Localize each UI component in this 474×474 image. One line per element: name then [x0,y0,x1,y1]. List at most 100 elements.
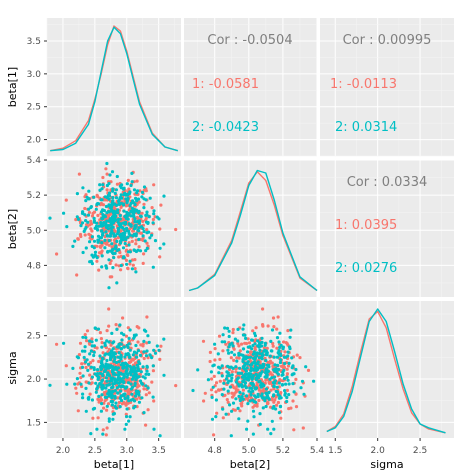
scatter-point-group1 [273,398,277,402]
scatter-point-group2 [75,355,79,359]
panel-beta1-beta1 [47,18,181,156]
scatter-point-group2 [229,379,233,383]
scatter-point-group1 [75,273,79,277]
scatter-point-group2 [218,366,222,370]
scatter-point-group1 [236,341,240,345]
scatter-point-group2 [263,341,267,345]
scatter-point-group2 [144,354,149,358]
scatter-point-group2 [243,363,247,367]
scatter-point-group2 [299,386,303,390]
scatter-point-group2 [127,399,131,403]
scatter-point-group2 [251,356,255,360]
cor-beta2-sigma-group1: 1: 0.0395 [335,218,397,233]
scatter-point-group1 [101,175,105,180]
scatter-point-group2 [111,252,115,256]
scatter-point-group2 [238,366,242,370]
scatter-point-group1 [159,344,163,348]
scatter-point-group2 [123,241,127,246]
scatter-point-group2 [137,229,141,233]
scatter-point-group2 [148,353,152,357]
scatter-point-group2 [84,336,88,340]
scatter-point-group2 [137,226,141,230]
scatter-point-group2 [104,352,108,356]
scatter-point-group2 [255,354,259,358]
scatter-point-group2 [280,383,284,387]
scatter-point-group2 [281,370,285,374]
scatter-point-group1 [121,316,125,320]
scatter-point-group2 [124,216,128,220]
scatter-point-group2 [100,387,104,391]
x-tick-label-beta2: 5.0 [242,446,257,456]
scatter-point-group2 [162,242,166,246]
scatter-point-group2 [111,247,115,251]
scatter-point-group2 [86,197,90,201]
scatter-point-group2 [90,235,94,239]
scatter-point-group2 [96,377,100,381]
scatter-point-group2 [112,234,116,238]
scatter-point-group2 [288,345,292,349]
scatter-point-group2 [105,379,109,383]
scatter-point-group2 [144,249,148,253]
scatter-point-group2 [105,196,109,200]
scatter-point-group2 [162,337,166,341]
scatter-point-group2 [132,336,136,340]
scatter-point-group2 [122,227,126,231]
scatter-point-group2 [130,171,134,175]
scatter-point-group1 [102,227,106,231]
scatter-point-group1 [174,384,178,388]
scatter-point-group1 [134,238,138,242]
scatter-point-group2 [251,409,256,413]
scatter-point-group1 [285,388,289,392]
scatter-point-group2 [254,368,259,372]
scatter-point-group2 [260,395,264,399]
scatter-point-group1 [230,391,234,395]
scatter-point-group2 [126,345,130,349]
scatter-point-group2 [142,350,146,354]
scatter-point-group2 [110,230,114,234]
scatter-point-group1 [126,388,130,392]
scatter-point-group1 [108,261,112,266]
scatter-point-group2 [145,369,149,373]
scatter-point-group2 [105,219,109,223]
scatter-point-group1 [224,342,228,346]
scatter-point-group1 [234,370,238,374]
scatter-point-group2 [104,204,108,209]
scatter-point-group2 [234,365,238,369]
scatter-point-group2 [130,180,134,184]
scatter-point-group2 [144,213,148,217]
scatter-point-group2 [214,415,218,419]
scatter-point-group2 [111,382,115,386]
scatter-point-group2 [125,415,129,419]
scatter-point-group1 [271,316,276,320]
scatter-point-group1 [103,399,107,403]
scatter-point-group2 [92,367,96,372]
scatter-point-group2 [250,338,254,342]
scatter-point-group2 [122,375,126,380]
scatter-point-group2 [122,362,126,366]
scatter-point-group2 [265,372,269,376]
scatter-point-group1 [270,361,274,365]
scatter-point-group1 [152,399,156,403]
scatter-point-group1 [83,333,87,337]
scatter-point-group2 [248,355,253,359]
scatter-point-group1 [144,423,148,427]
scatter-point-group2 [111,189,115,193]
scatter-point-group1 [202,399,206,403]
scatter-point-group2 [147,372,151,376]
scatter-point-group2 [220,364,224,368]
scatter-point-group2 [79,224,83,228]
scatter-point-group2 [109,390,113,394]
scatter-point-group2 [252,415,256,419]
scatter-point-group2 [250,347,254,351]
scatter-point-group1 [134,242,138,246]
scatter-point-group2 [283,391,287,396]
x-tick-label-beta1: 3.0 [120,446,135,456]
scatter-point-group2 [227,351,231,355]
scatter-point-group2 [258,352,262,356]
scatter-point-group1 [240,401,244,405]
scatter-point-group2 [126,396,130,400]
scatter-point-group1 [105,172,109,176]
scatter-point-group2 [227,334,231,339]
scatter-point-group2 [250,381,254,385]
scatter-point-group1 [100,341,104,345]
